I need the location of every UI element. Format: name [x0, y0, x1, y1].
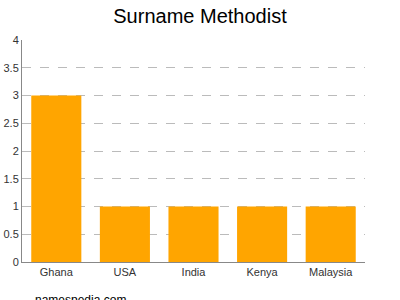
svg-text:4: 4 [13, 34, 19, 46]
svg-text:India: India [182, 266, 207, 278]
svg-text:Ghana: Ghana [40, 266, 74, 278]
svg-text:Surname Methodist: Surname Methodist [113, 5, 287, 27]
svg-text:2.5: 2.5 [4, 117, 19, 129]
svg-text:0: 0 [13, 256, 19, 268]
svg-text:Malaysia: Malaysia [309, 266, 353, 278]
svg-text:3: 3 [13, 89, 19, 101]
svg-text:1: 1 [13, 200, 19, 212]
svg-text:USA: USA [114, 266, 137, 278]
svg-text:namespedia.com: namespedia.com [35, 293, 126, 300]
svg-text:1.5: 1.5 [4, 173, 19, 185]
svg-text:3.5: 3.5 [4, 62, 19, 74]
svg-text:2: 2 [13, 145, 19, 157]
svg-text:Kenya: Kenya [246, 266, 278, 278]
svg-text:0.5: 0.5 [4, 228, 19, 240]
